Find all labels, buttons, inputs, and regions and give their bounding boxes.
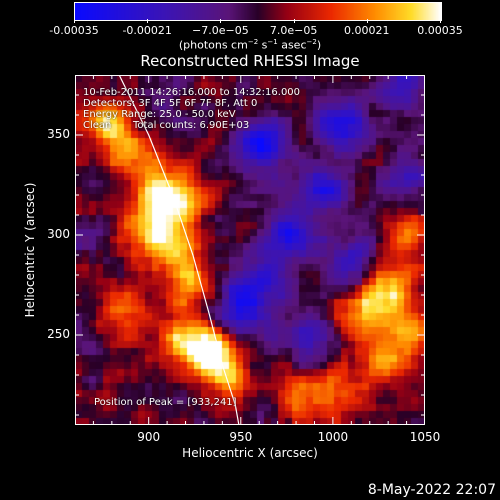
colorbar-tick-label: 0.00021 [344, 24, 390, 37]
colorbar-tick-label: -0.00021 [122, 24, 172, 37]
plot-overlay [75, 75, 425, 425]
colorbar [74, 2, 442, 21]
footer-date: 8-May-2022 22:07 [367, 482, 496, 498]
total-counts-label: Total counts: 6.90E+03 [133, 120, 250, 131]
y-tick-label: 350 [47, 127, 70, 141]
y-axis-label: Heliocentric Y (arcsec) [23, 182, 37, 318]
colorbar-tick-label: -0.00035 [49, 24, 99, 37]
chart-title: Reconstructed RHESSI Image [140, 52, 360, 70]
colorbar-tick-mark [366, 19, 368, 23]
colorbar-tick-mark [440, 19, 441, 23]
time-range-label: 10-Feb-2011 14:26:16.000 to 14:32:16.000 [83, 87, 301, 98]
x-axis-label: Heliocentric X (arcsec) [182, 446, 318, 460]
colorbar-tick-mark [293, 19, 295, 23]
y-tick-label: 300 [47, 227, 70, 241]
plot-frame [75, 75, 425, 425]
energy-range-label: Energy Range: 25.0 - 50.0 keV [83, 109, 236, 120]
x-tick-label: 1000 [317, 430, 349, 444]
detectors-label: Detectors: 3F 4F 5F 6F 7F 8F, Att 0 [83, 98, 258, 109]
x-tick-label: 950 [229, 430, 253, 444]
y-tick-label: 250 [47, 327, 70, 341]
colorbar-tick-label: −7.0e−05 [192, 24, 249, 37]
heatmap-image [75, 75, 425, 425]
clean-label: Clean [83, 120, 112, 131]
x-tick-label: 900 [137, 430, 161, 444]
colorbar-tick-label: 7.0e−05 [269, 24, 318, 37]
colorbar-unit: (photons cm−2 s−1 asec−2) [178, 38, 322, 52]
colorbar-tick-mark [74, 19, 75, 23]
x-tick-label: 1050 [409, 430, 441, 444]
colorbar-tick-mark [147, 19, 149, 23]
colorbar-tick-label: 0.00035 [417, 24, 463, 37]
solar-limb-line [118, 75, 240, 425]
peak-position-label: Position of Peak = [933,241] [94, 397, 237, 408]
colorbar-tick-mark [220, 19, 222, 23]
